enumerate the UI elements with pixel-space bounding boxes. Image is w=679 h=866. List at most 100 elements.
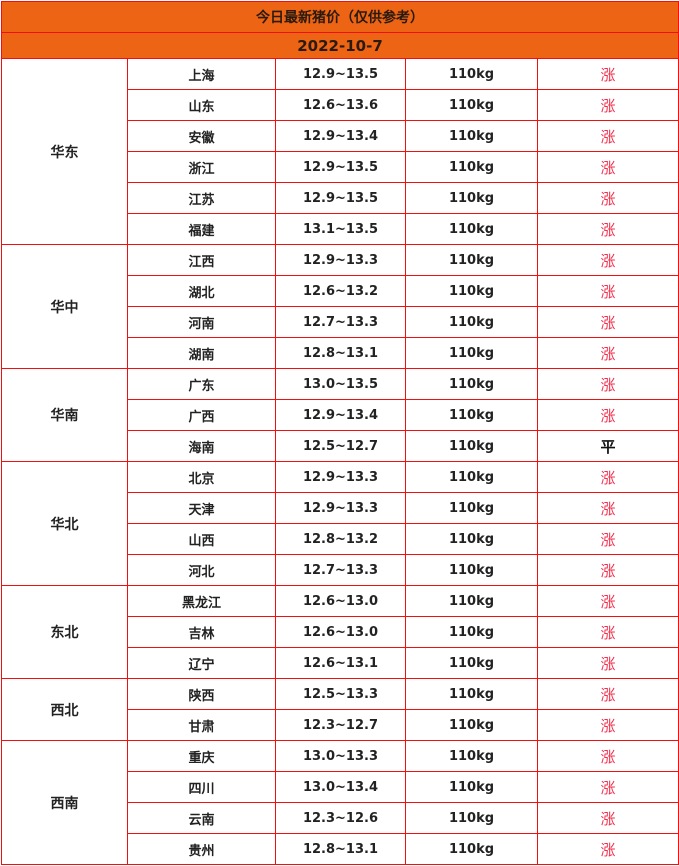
province-cell: 上海 — [127, 58, 276, 90]
price-range-cell: 12.9~13.5 — [275, 58, 406, 90]
trend-cell: 涨 — [536, 306, 679, 338]
price-range-cell: 12.7~13.3 — [275, 554, 406, 586]
weight-cell: 110kg — [405, 771, 538, 803]
trend-cell: 涨 — [536, 89, 679, 121]
province-cell: 河南 — [127, 306, 276, 338]
weight-cell: 110kg — [405, 616, 538, 648]
price-range-cell: 12.8~13.2 — [275, 523, 406, 555]
table-date: 2022-10-7 — [0, 32, 679, 59]
price-range-cell: 12.6~13.2 — [275, 275, 406, 307]
table-row: 山东 12.6~13.6 110kg 涨 — [2, 89, 679, 121]
trend-cell: 涨 — [536, 368, 679, 400]
price-range-cell: 12.6~13.1 — [275, 647, 406, 679]
table-row: 天津 12.9~13.3 110kg 涨 — [2, 492, 679, 524]
price-range-cell: 12.9~13.3 — [275, 492, 406, 524]
region-cell: 华南 — [1, 368, 128, 462]
trend-cell: 涨 — [536, 616, 679, 648]
trend-cell: 涨 — [536, 399, 679, 431]
table-row: 华北 北京 12.9~13.3 110kg 涨 — [1, 461, 679, 586]
weight-cell: 110kg — [405, 244, 538, 276]
weight-cell: 110kg — [405, 647, 538, 679]
date-row: 2022-10-7 — [0, 32, 679, 59]
weight-cell: 110kg — [405, 833, 538, 865]
price-range-cell: 13.0~13.4 — [275, 771, 406, 803]
province-cell: 天津 — [127, 492, 276, 524]
province-cell: 辽宁 — [127, 647, 276, 679]
price-range-cell: 12.9~13.5 — [275, 151, 406, 183]
trend-cell: 涨 — [536, 554, 679, 586]
trend-cell: 涨 — [536, 275, 679, 307]
province-cell: 陕西 — [127, 678, 276, 710]
province-cell: 贵州 — [127, 833, 276, 865]
region-cell: 华东 — [1, 58, 128, 245]
price-range-cell: 13.1~13.5 — [275, 213, 406, 245]
price-range-cell: 12.6~13.0 — [275, 616, 406, 648]
price-range-cell: 12.9~13.5 — [275, 182, 406, 214]
trend-cell: 涨 — [536, 771, 679, 803]
region-cell: 西南 — [1, 740, 128, 865]
weight-cell: 110kg — [405, 523, 538, 555]
title-row: 今日最新猪价（仅供参考） — [0, 1, 679, 33]
region-cell: 华中 — [1, 244, 128, 369]
table-title: 今日最新猪价（仅供参考） — [0, 1, 679, 33]
trend-cell: 涨 — [536, 523, 679, 555]
province-cell: 黑龙江 — [127, 585, 276, 617]
province-cell: 北京 — [127, 461, 276, 493]
table-row: 安徽 12.9~13.4 110kg 涨 — [2, 120, 679, 152]
table-row: 贵州 12.8~13.1 110kg 涨 — [2, 833, 679, 865]
table-row: 华东 上海 12.9~13.5 110kg 涨 — [1, 58, 679, 245]
province-cell: 河北 — [127, 554, 276, 586]
table-row: 华中 江西 12.9~13.3 110kg 涨 — [1, 244, 679, 369]
price-range-cell: 12.9~13.4 — [275, 399, 406, 431]
trend-cell: 涨 — [536, 151, 679, 183]
weight-cell: 110kg — [405, 275, 538, 307]
weight-cell: 110kg — [405, 554, 538, 586]
table-row: 河南 12.7~13.3 110kg 涨 — [2, 306, 679, 338]
price-range-cell: 12.3~12.6 — [275, 802, 406, 834]
trend-cell: 涨 — [536, 802, 679, 834]
province-cell: 湖南 — [127, 337, 276, 369]
trend-cell: 涨 — [536, 182, 679, 214]
table-row: 山西 12.8~13.2 110kg 涨 — [2, 523, 679, 555]
trend-cell: 涨 — [536, 678, 679, 710]
region-cell: 东北 — [1, 585, 128, 679]
province-cell: 湖北 — [127, 275, 276, 307]
region-cell: 西北 — [1, 678, 128, 741]
weight-cell: 110kg — [405, 430, 538, 462]
province-cell: 广西 — [127, 399, 276, 431]
price-range-cell: 12.6~13.0 — [275, 585, 406, 617]
table-row: 浙江 12.9~13.5 110kg 涨 — [2, 151, 679, 183]
trend-cell: 涨 — [536, 461, 679, 493]
price-range-cell: 12.6~13.6 — [275, 89, 406, 121]
trend-cell: 平 — [536, 430, 679, 462]
trend-cell: 涨 — [536, 244, 679, 276]
weight-cell: 110kg — [405, 213, 538, 245]
table-row: 西北 陕西 12.5~13.3 110kg 涨 — [1, 678, 679, 741]
province-cell: 云南 — [127, 802, 276, 834]
province-cell: 江苏 — [127, 182, 276, 214]
price-range-cell: 12.7~13.3 — [275, 306, 406, 338]
trend-cell: 涨 — [536, 120, 679, 152]
trend-cell: 涨 — [536, 58, 679, 90]
weight-cell: 110kg — [405, 89, 538, 121]
province-cell: 山东 — [127, 89, 276, 121]
table-row: 福建 13.1~13.5 110kg 涨 — [2, 213, 679, 245]
weight-cell: 110kg — [405, 802, 538, 834]
table-row: 辽宁 12.6~13.1 110kg 涨 — [2, 647, 679, 679]
weight-cell: 110kg — [405, 151, 538, 183]
weight-cell: 110kg — [405, 399, 538, 431]
table-row: 华南 广东 13.0~13.5 110kg 涨 — [1, 368, 679, 462]
weight-cell: 110kg — [405, 368, 538, 400]
weight-cell: 110kg — [405, 709, 538, 741]
table-row: 湖南 12.8~13.1 110kg 涨 — [2, 337, 679, 369]
trend-cell: 涨 — [536, 585, 679, 617]
weight-cell: 110kg — [405, 492, 538, 524]
price-range-cell: 12.5~13.3 — [275, 678, 406, 710]
province-cell: 吉林 — [127, 616, 276, 648]
table-row: 东北 黑龙江 12.6~13.0 110kg 涨 — [1, 585, 679, 679]
weight-cell: 110kg — [405, 678, 538, 710]
price-range-cell: 12.8~13.1 — [275, 833, 406, 865]
province-cell: 江西 — [127, 244, 276, 276]
weight-cell: 110kg — [405, 337, 538, 369]
price-range-cell: 13.0~13.3 — [275, 740, 406, 772]
